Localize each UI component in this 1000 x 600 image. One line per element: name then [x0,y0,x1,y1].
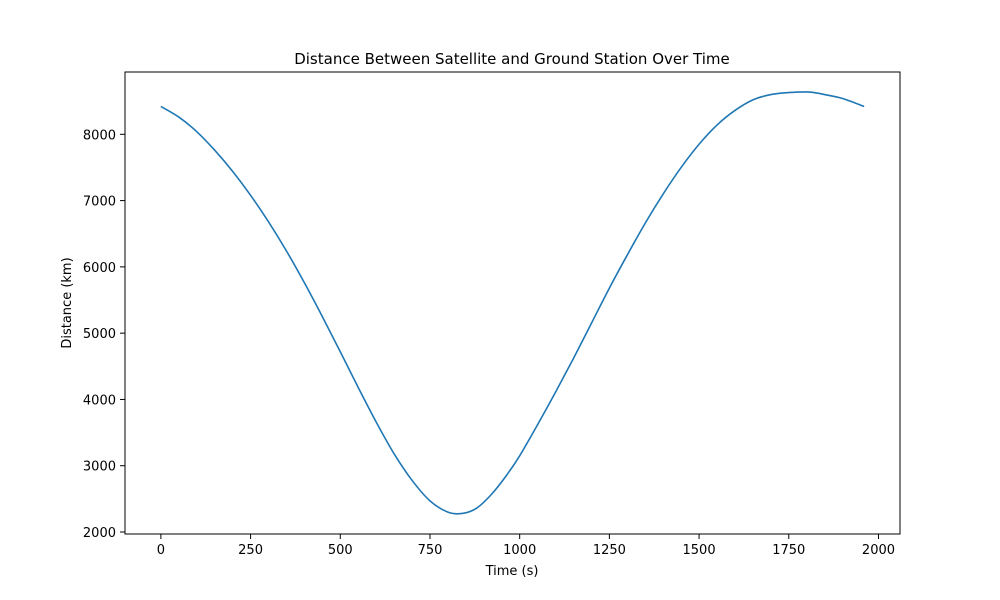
y-tick-label: 6000 [83,261,116,276]
x-axis-label: Time (s) [485,564,539,579]
x-tick-label: 250 [238,543,263,558]
chart-title: Distance Between Satellite and Ground St… [294,50,730,68]
y-axis-label: Distance (km) [60,257,75,348]
series-line-distance [160,91,865,515]
y-tick-label: 4000 [83,393,116,408]
x-tick-label: 1000 [503,543,536,558]
y-tick-label: 3000 [83,460,116,475]
x-axis: 0 250 500 750 1000 1250 1500 1750 2000 [157,534,895,558]
x-tick-label: 1750 [772,543,805,558]
y-tick-label: 5000 [83,327,116,342]
y-tick-label: 2000 [83,526,116,541]
x-tick-label: 1250 [593,543,626,558]
x-tick-label: 500 [328,543,353,558]
plot-area [124,71,901,535]
x-tick-label: 1500 [683,543,716,558]
y-tick-label: 8000 [83,128,116,143]
x-tick-label: 0 [157,543,165,558]
y-axis: 2000 3000 4000 5000 6000 7000 8000 [83,128,125,541]
x-tick-label: 750 [418,543,443,558]
x-tick-label: 2000 [862,543,895,558]
y-tick-label: 7000 [83,195,116,210]
